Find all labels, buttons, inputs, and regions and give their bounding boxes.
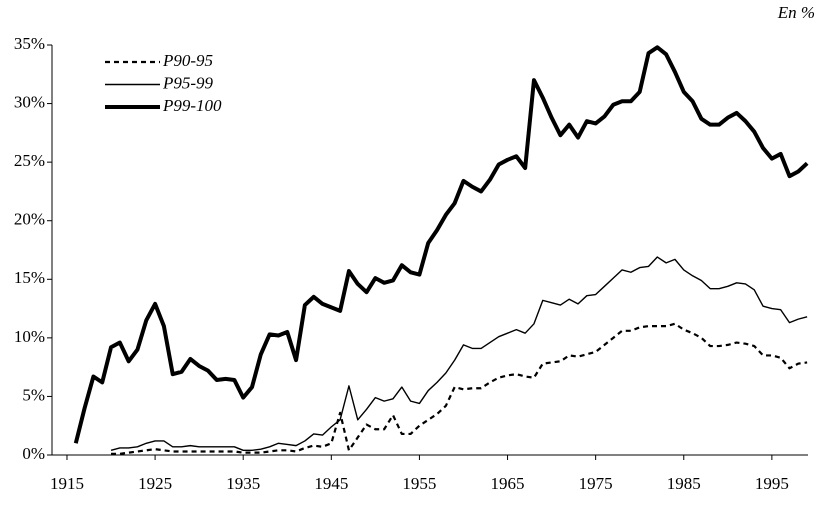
legend-label: P95-99 xyxy=(162,73,214,92)
x-tick-label: 1925 xyxy=(138,474,172,493)
y-tick-label: 15% xyxy=(14,268,45,287)
series-line xyxy=(111,322,808,455)
x-tick-label: 1915 xyxy=(50,474,84,493)
y-tick-label: 0% xyxy=(22,444,45,463)
y-tick-label: 5% xyxy=(22,385,45,404)
x-tick-label: 1965 xyxy=(491,474,525,493)
legend-label: P99-100 xyxy=(162,96,222,115)
x-tick-label: 1955 xyxy=(402,474,436,493)
y-tick-label: 30% xyxy=(14,92,45,111)
annotation: En % xyxy=(777,3,815,22)
x-tick-label: 1945 xyxy=(314,474,348,493)
x-tick-label: 1985 xyxy=(667,474,701,493)
x-tick-label: 1975 xyxy=(579,474,613,493)
series-line xyxy=(73,45,809,444)
series-line xyxy=(110,256,808,452)
x-tick-label: 1995 xyxy=(755,474,789,493)
y-tick-label: 20% xyxy=(14,210,45,229)
y-tick-label: 35% xyxy=(14,34,45,53)
x-tick-label: 1935 xyxy=(226,474,260,493)
y-tick-label: 10% xyxy=(14,327,45,346)
y-tick-label: 25% xyxy=(14,151,45,170)
legend-label: P90-95 xyxy=(162,51,213,70)
